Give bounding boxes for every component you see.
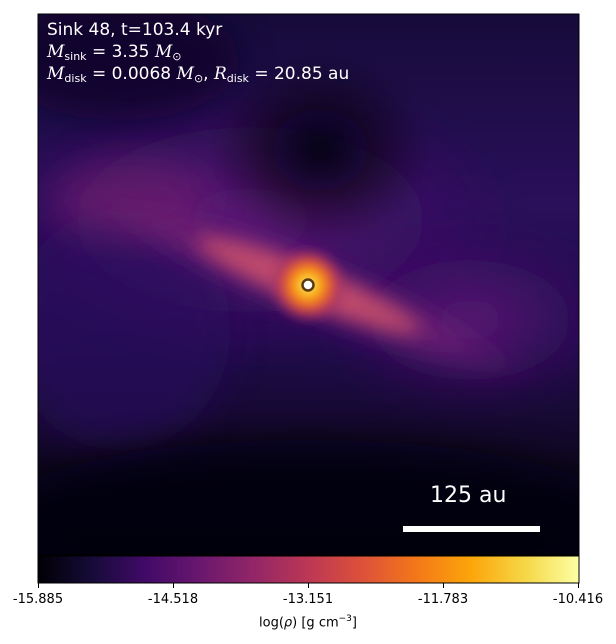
- colorbar-tick-label: -11.783: [417, 592, 469, 607]
- colorbar-label-end: ]: [351, 615, 357, 631]
- map-frame: [37, 13, 580, 556]
- disk-mass-symbol: M: [47, 64, 65, 84]
- disk-mass-value: = 0.0068: [86, 64, 177, 84]
- scale-bar: [403, 526, 540, 532]
- sink-mass-value: = 3.35: [86, 42, 155, 62]
- colorbar-label-prefix: log(: [259, 615, 284, 631]
- disk-mass-unit-sub: ⊙: [193, 72, 204, 85]
- colorbar: [37, 555, 580, 584]
- density-map: [38, 14, 579, 555]
- colorbar-label-rho: ρ: [283, 615, 293, 631]
- sink-mass: Msink = 3.35 M⊙: [47, 42, 182, 67]
- disk-properties: Mdisk = 0.0068 M⊙, Rdisk = 20.85 au: [47, 64, 349, 89]
- sink-marker: [301, 278, 315, 292]
- colorbar-tick-label: -10.416: [552, 592, 604, 607]
- colorbar-tick-label: -15.885: [12, 592, 64, 607]
- sink-mass-unit: M: [154, 42, 173, 62]
- colorbar-tick-label: -14.518: [147, 592, 199, 607]
- sink-mass-symbol: M: [47, 42, 65, 62]
- disk-radius-subscript: disk: [226, 72, 249, 85]
- colorbar-label-exponent: −3: [338, 614, 352, 624]
- colorbar-tick-label: -13.151: [282, 592, 334, 607]
- disk-mass-unit: M: [176, 64, 194, 84]
- sink-title: Sink 48, t=103.4 kyr: [47, 20, 222, 41]
- scale-bar-label: 125 au: [430, 483, 507, 508]
- disk-mass-subscript: disk: [64, 72, 87, 85]
- sink-title-text: Sink 48, t=103.4 kyr: [47, 20, 223, 40]
- sink-mass-subscript: sink: [64, 50, 87, 63]
- sink-mass-unit-sub: ⊙: [172, 50, 182, 63]
- disk-radius-symbol: R: [213, 64, 227, 84]
- colorbar-ticks: [38, 583, 579, 588]
- colorbar-label-units: ) [g cm: [292, 615, 339, 631]
- disk-radius-value: = 20.85 au: [248, 64, 350, 84]
- separator: ,: [203, 64, 214, 84]
- colorbar-label: log(ρ) [g cm−3]: [259, 614, 357, 630]
